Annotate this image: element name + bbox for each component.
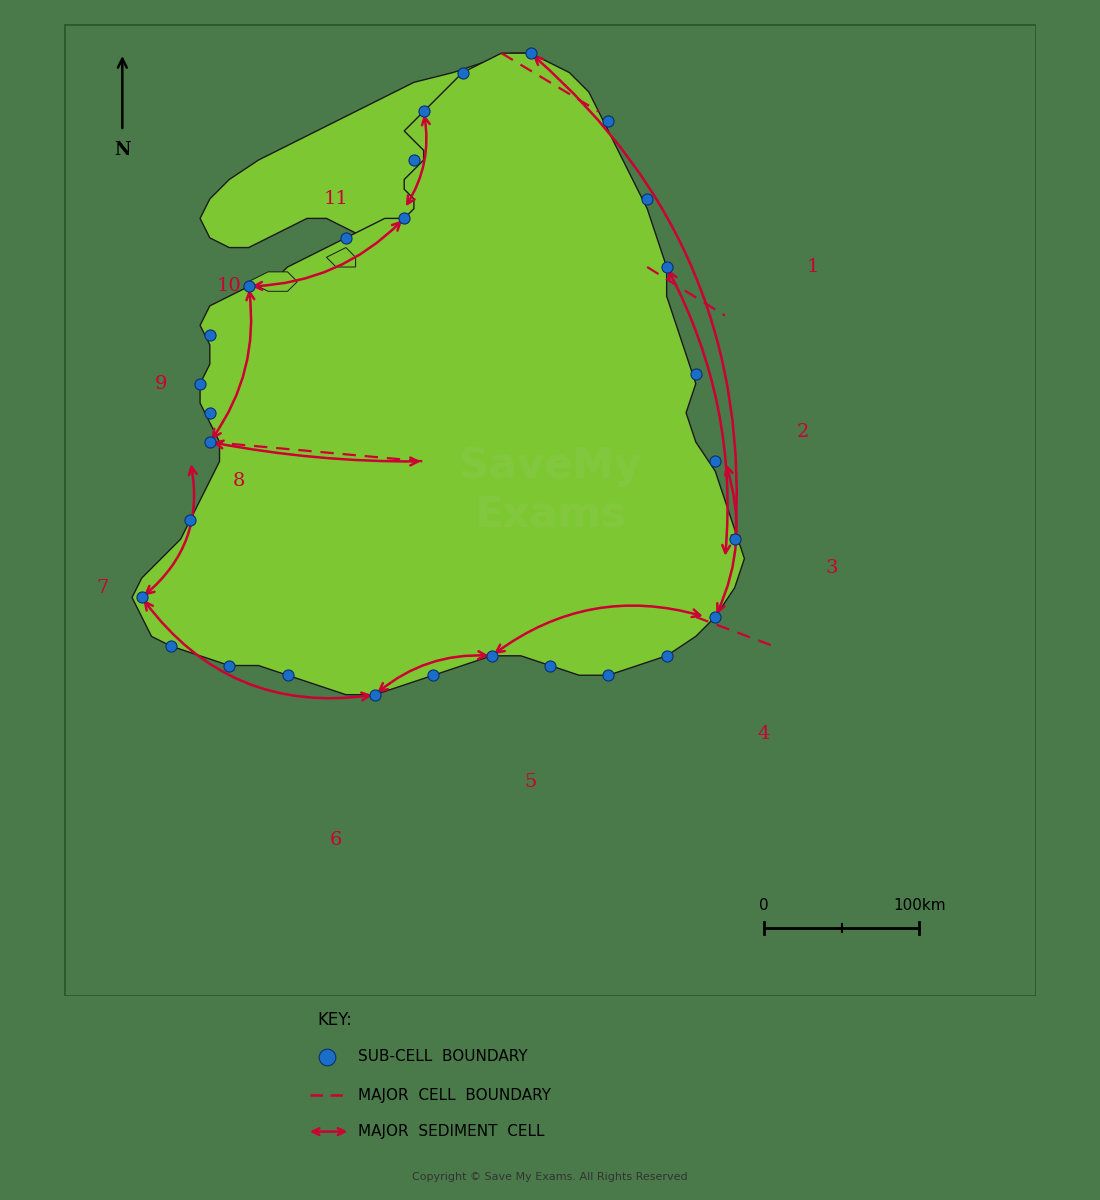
Polygon shape	[200, 53, 530, 316]
Polygon shape	[249, 272, 297, 292]
Text: 0: 0	[759, 899, 769, 913]
Text: MAJOR  CELL  BOUNDARY: MAJOR CELL BOUNDARY	[358, 1087, 551, 1103]
Text: 6: 6	[330, 832, 342, 850]
Text: Copyright © Save My Exams. All Rights Reserved: Copyright © Save My Exams. All Rights Re…	[412, 1172, 688, 1182]
Polygon shape	[132, 53, 745, 695]
Text: 100km: 100km	[893, 899, 946, 913]
Text: SaveMy
Exams: SaveMy Exams	[459, 445, 641, 536]
Text: 5: 5	[525, 773, 537, 791]
Polygon shape	[327, 247, 355, 266]
Text: 4: 4	[758, 725, 770, 743]
Text: 1: 1	[806, 258, 818, 276]
Text: 10: 10	[217, 277, 242, 295]
Text: 2: 2	[796, 424, 808, 442]
Text: 11: 11	[323, 190, 349, 208]
Text: KEY:: KEY:	[317, 1012, 352, 1030]
Text: MAJOR  SEDIMENT  CELL: MAJOR SEDIMENT CELL	[358, 1124, 544, 1139]
Text: 9: 9	[155, 374, 167, 392]
Text: 7: 7	[97, 578, 109, 596]
Text: 8: 8	[233, 472, 245, 490]
Text: N: N	[114, 140, 131, 158]
Text: SUB-CELL  BOUNDARY: SUB-CELL BOUNDARY	[358, 1049, 527, 1064]
Text: 3: 3	[826, 559, 838, 577]
